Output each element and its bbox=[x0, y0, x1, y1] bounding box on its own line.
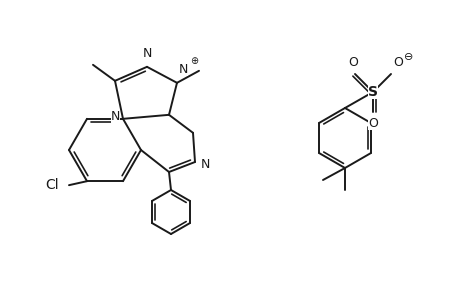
Text: O: O bbox=[367, 117, 377, 130]
Text: S: S bbox=[367, 85, 377, 99]
Text: O: O bbox=[392, 56, 402, 69]
Text: N: N bbox=[142, 47, 151, 60]
Text: O: O bbox=[347, 56, 357, 69]
Text: N: N bbox=[110, 110, 120, 123]
Text: N: N bbox=[201, 158, 210, 170]
Text: N: N bbox=[179, 63, 188, 76]
Text: ⊕: ⊕ bbox=[190, 56, 198, 66]
Text: Cl: Cl bbox=[45, 178, 59, 192]
Text: ⊖: ⊖ bbox=[403, 52, 413, 62]
